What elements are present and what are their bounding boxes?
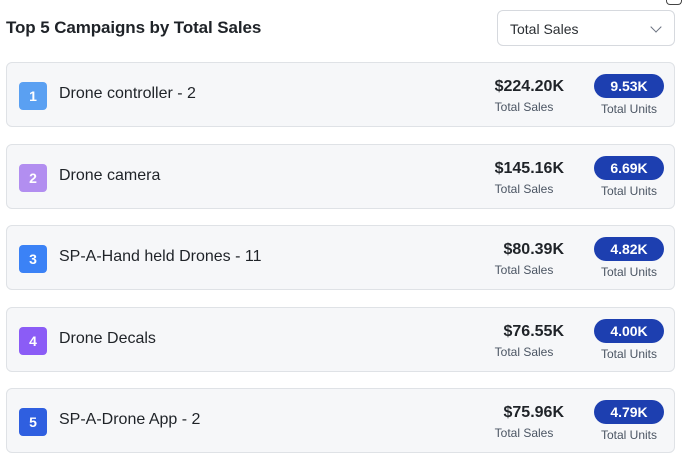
campaign-name: Drone camera — [59, 167, 161, 184]
total-sales-value: $75.96K — [503, 404, 565, 421]
total-units-badge: 4.00K — [594, 319, 664, 343]
total-sales-label: Total Sales — [494, 426, 554, 440]
total-sales-label: Total Sales — [494, 182, 554, 196]
total-units-badge: 9.53K — [594, 74, 664, 98]
campaign-card[interactable]: 1 Drone controller - 2 $224.20K Total Sa… — [6, 62, 675, 127]
total-units-label: Total Units — [600, 347, 658, 361]
total-sales-label: Total Sales — [494, 100, 554, 114]
total-units-label: Total Units — [600, 428, 658, 442]
metric-select-value: Total Sales — [510, 21, 579, 37]
total-units-badge: 6.69K — [594, 156, 664, 180]
rank-badge: 4 — [19, 327, 47, 355]
chevron-down-icon — [650, 21, 662, 33]
total-sales-value: $76.55K — [503, 323, 565, 340]
campaign-name: SP-A-Hand held Drones - 11 — [59, 248, 262, 265]
rank-badge: 3 — [19, 245, 47, 273]
page-title: Top 5 Campaigns by Total Sales — [6, 18, 262, 37]
rank-badge: 1 — [19, 82, 47, 110]
campaign-card[interactable]: 5 SP-A-Drone App - 2 $75.96K Total Sales… — [6, 388, 675, 453]
total-units-label: Total Units — [600, 184, 658, 198]
campaign-card[interactable]: 3 SP-A-Hand held Drones - 11 $80.39K Tot… — [6, 225, 675, 290]
header: Top 5 Campaigns by Total Sales Total Sal… — [0, 0, 688, 60]
metric-select[interactable]: Total Sales — [497, 10, 675, 46]
partial-icon — [666, 0, 682, 5]
total-sales-value: $224.20K — [494, 78, 564, 95]
total-units-badge: 4.82K — [594, 237, 664, 261]
total-units-badge: 4.79K — [594, 400, 664, 424]
total-sales-label: Total Sales — [494, 345, 554, 359]
total-units-label: Total Units — [600, 265, 658, 279]
total-sales-label: Total Sales — [494, 263, 554, 277]
campaign-name: Drone controller - 2 — [59, 85, 196, 102]
rank-badge: 2 — [19, 164, 47, 192]
rank-badge: 5 — [19, 408, 47, 436]
total-units-label: Total Units — [600, 102, 658, 116]
campaign-card[interactable]: 4 Drone Decals $76.55K Total Sales 4.00K… — [6, 307, 675, 372]
campaign-card[interactable]: 2 Drone camera $145.16K Total Sales 6.69… — [6, 144, 675, 209]
total-sales-value: $80.39K — [503, 241, 565, 258]
total-sales-value: $145.16K — [494, 160, 564, 177]
campaign-name: SP-A-Drone App - 2 — [59, 411, 201, 428]
campaign-name: Drone Decals — [59, 330, 156, 347]
